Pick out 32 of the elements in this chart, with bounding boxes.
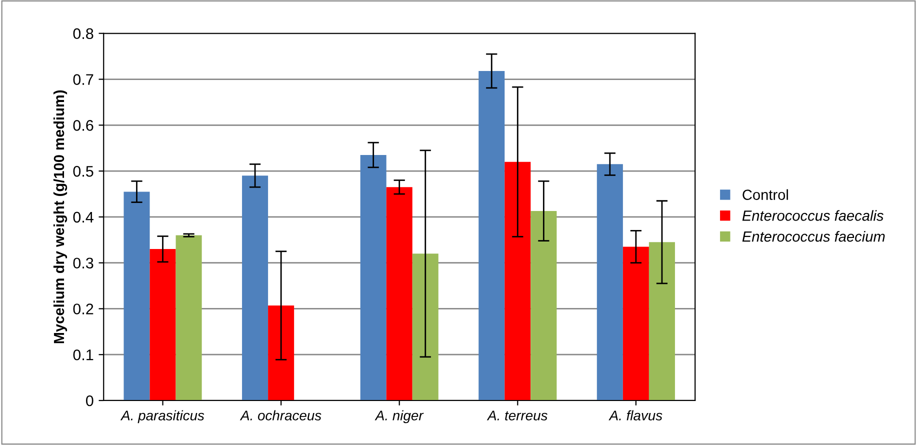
bar xyxy=(504,162,531,400)
bar xyxy=(622,246,649,400)
bar xyxy=(242,176,268,400)
y-tick-label: 0.5 xyxy=(73,166,94,177)
x-tick-label: A. niger xyxy=(374,410,424,424)
bar xyxy=(360,154,386,400)
legend-label: Enterococcus faecalis xyxy=(742,210,884,221)
bar xyxy=(124,192,150,400)
y-tick-label: 0.8 xyxy=(73,28,94,40)
bar xyxy=(530,210,557,400)
bar xyxy=(268,306,294,400)
legend-label: Control xyxy=(742,189,788,200)
bar xyxy=(478,71,505,400)
y-tick-label: 0.1 xyxy=(73,349,94,360)
x-tick-label: A. flavus xyxy=(608,410,662,420)
x-tick-label: A. terreus xyxy=(486,410,548,420)
y-tick-label: 0.7 xyxy=(73,74,94,85)
bar xyxy=(596,164,623,400)
bar xyxy=(150,249,176,400)
y-tick-label: 0.4 xyxy=(73,212,94,223)
bar xyxy=(648,242,675,400)
bar xyxy=(412,254,438,400)
x-tick-label: A. parasiticus xyxy=(120,410,204,424)
x-tick-label: A. ochraceus xyxy=(240,410,322,420)
bar xyxy=(386,187,412,400)
legend-label: Enterococcus faecium xyxy=(742,231,885,242)
y-tick-label: 0 xyxy=(86,395,94,406)
y-tick-label: 0.6 xyxy=(73,120,94,131)
y-tick-label: 0.2 xyxy=(73,304,94,314)
bar xyxy=(176,235,202,400)
y-tick-label: 0.3 xyxy=(73,258,94,269)
y-axis-title: Mycelium dry weight (g/100 medium) xyxy=(53,90,68,344)
